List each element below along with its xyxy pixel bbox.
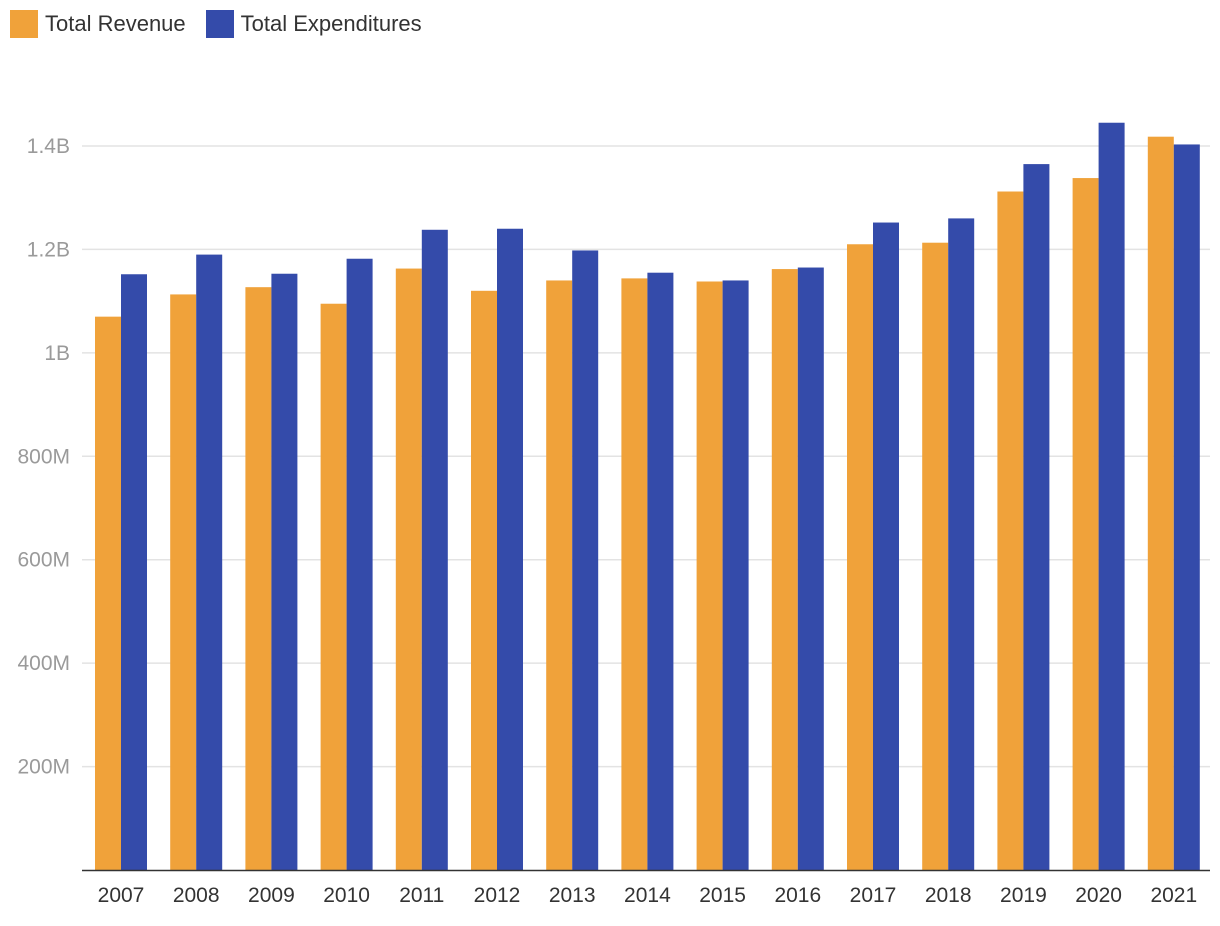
bar-expenditures-2011[interactable]	[421, 229, 448, 870]
bar-expenditures-2007[interactable]	[121, 274, 147, 870]
bar-revenue-2011[interactable]	[395, 268, 422, 870]
bar-expenditures-2015[interactable]	[722, 280, 749, 870]
bar-expenditures-2014[interactable]	[647, 272, 674, 870]
x-tick-label-2010: 2010	[323, 884, 370, 907]
bar-expenditures-2016[interactable]	[797, 267, 824, 870]
x-tick-label-2016: 2016	[774, 884, 821, 907]
bar-expenditures-2012[interactable]	[497, 228, 523, 870]
bar-revenue-2014[interactable]	[621, 278, 648, 871]
bar-expenditures-2018[interactable]	[948, 218, 975, 870]
x-tick-label-2014: 2014	[624, 884, 671, 907]
legend: Total Revenue Total Expenditures	[10, 10, 422, 38]
bar-expenditures-2020[interactable]	[1098, 122, 1125, 870]
bar-revenue-2013[interactable]	[546, 280, 573, 870]
x-tick-label-2018: 2018	[925, 884, 972, 907]
x-tick-label-2008: 2008	[173, 884, 220, 907]
y-tick-label-0: 200M	[17, 756, 70, 779]
bar-revenue-2017[interactable]	[847, 244, 873, 870]
bar-revenue-2016[interactable]	[771, 269, 798, 871]
bar-expenditures-2013[interactable]	[572, 250, 599, 870]
x-tick-label-2007: 2007	[98, 884, 145, 907]
legend-item-expenditures[interactable]: Total Expenditures	[205, 10, 422, 38]
y-tick-label-2: 600M	[17, 549, 70, 572]
bar-expenditures-2008[interactable]	[196, 254, 223, 871]
bar-revenue-2015[interactable]	[696, 281, 723, 870]
bar-revenue-2010[interactable]	[320, 303, 347, 870]
x-tick-label-2019: 2019	[1000, 884, 1047, 907]
x-tick-label-2011: 2011	[399, 884, 444, 907]
legend-item-revenue[interactable]: Total Revenue	[10, 10, 186, 38]
bar-expenditures-2009[interactable]	[271, 273, 298, 871]
y-tick-label-6: 1.4B	[27, 135, 70, 158]
bar-expenditures-2021[interactable]	[1173, 144, 1200, 870]
bar-expenditures-2017[interactable]	[873, 222, 899, 871]
bar-revenue-2019[interactable]	[997, 191, 1024, 871]
bar-revenue-2020[interactable]	[1072, 178, 1099, 870]
x-tick-label-2013: 2013	[549, 884, 596, 907]
y-tick-label-5: 1.2B	[27, 238, 70, 261]
bar-revenue-2007[interactable]	[95, 316, 121, 871]
x-tick-label-2012: 2012	[474, 884, 521, 907]
legend-swatch-expenditures	[205, 10, 234, 38]
x-tick-label-2017: 2017	[850, 884, 897, 907]
x-tick-label-2021: 2021	[1150, 884, 1197, 907]
x-tick-label-2009: 2009	[248, 884, 295, 907]
bar-revenue-2018[interactable]	[922, 242, 949, 871]
x-tick-label-2015: 2015	[699, 884, 746, 907]
legend-label-expenditures: Total Expenditures	[240, 11, 422, 36]
y-tick-label-4: 1B	[44, 342, 70, 365]
bar-expenditures-2010[interactable]	[346, 258, 373, 870]
x-tick-label-2020: 2020	[1075, 884, 1122, 907]
bar-expenditures-2019[interactable]	[1023, 164, 1050, 871]
legend-label-revenue: Total Revenue	[45, 11, 186, 36]
bar-revenue-2008[interactable]	[170, 294, 197, 870]
legend-swatch-revenue	[10, 10, 38, 38]
bar-revenue-2021[interactable]	[1147, 136, 1174, 871]
bar-revenue-2012[interactable]	[471, 290, 497, 870]
y-tick-label-3: 800M	[17, 445, 70, 468]
y-tick-label-1: 400M	[17, 652, 70, 675]
bar-revenue-2009[interactable]	[245, 287, 272, 870]
